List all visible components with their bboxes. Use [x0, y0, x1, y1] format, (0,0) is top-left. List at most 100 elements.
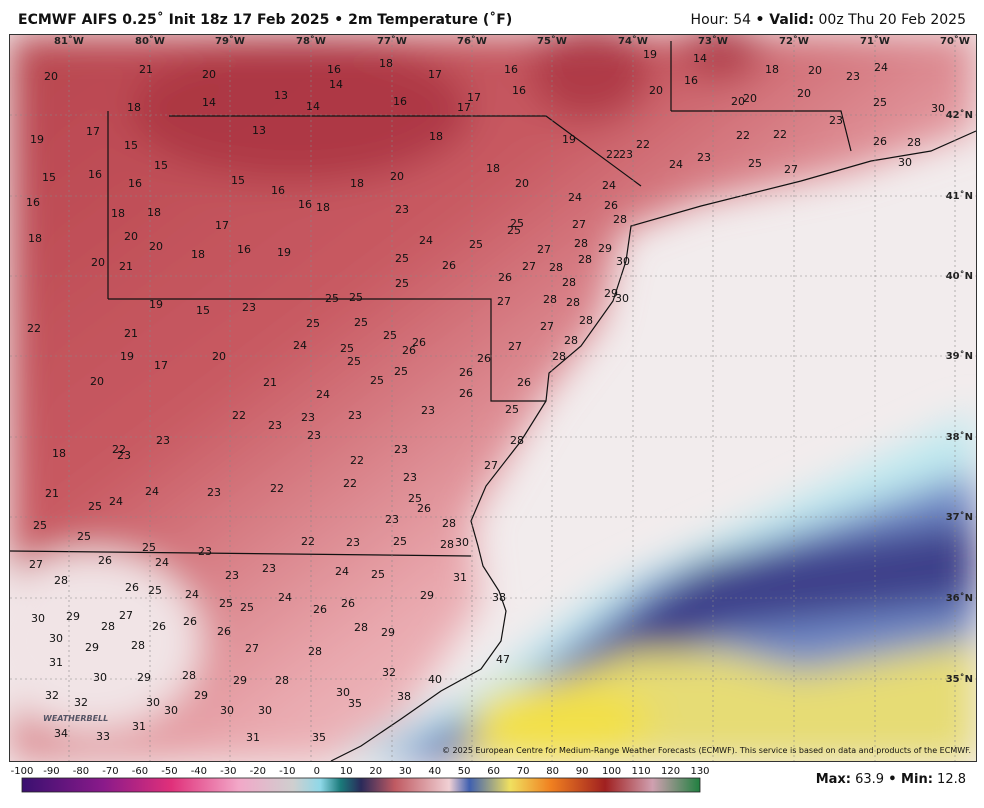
- longitude-label: 78˚W: [296, 35, 326, 47]
- temperature-label: 38: [397, 690, 411, 703]
- footer: Max: 63.9 • Min: 12.8: [816, 772, 966, 787]
- temperature-label: 16: [684, 74, 698, 87]
- temperature-label: 18: [191, 248, 205, 261]
- temperature-label: 35: [312, 731, 326, 744]
- temperature-label: 18: [28, 232, 42, 245]
- temperature-label: 23: [346, 536, 360, 549]
- temperature-label: 25: [394, 365, 408, 378]
- temperature-label: 22: [270, 482, 284, 495]
- temperature-label: 25: [505, 403, 519, 416]
- temperature-label: 27: [484, 459, 498, 472]
- temperature-label: 24: [185, 588, 199, 601]
- temperature-label: 19: [30, 133, 44, 146]
- temperature-label: 23: [117, 449, 131, 462]
- temperature-label: 23: [207, 486, 221, 499]
- temperature-label: 22: [343, 477, 357, 490]
- colorbar-tick-label: -60: [132, 766, 148, 777]
- temperature-label: 20: [44, 70, 58, 83]
- temperature-label: 23: [421, 404, 435, 417]
- colorbar-tick-label: -80: [73, 766, 89, 777]
- temperature-label: 38: [492, 591, 506, 604]
- temperature-label: 30: [49, 632, 63, 645]
- temperature-label: 26: [98, 554, 112, 567]
- temperature-label: 25: [142, 541, 156, 554]
- temperature-label: 16: [298, 198, 312, 211]
- temperature-label: 26: [459, 366, 473, 379]
- temperature-label: 28: [552, 350, 566, 363]
- temperature-label: 21: [45, 487, 59, 500]
- temperature-label: 21: [124, 327, 138, 340]
- temperature-label: 18: [429, 130, 443, 143]
- temperature-label: 32: [74, 696, 88, 709]
- colorbar-tick-label: 80: [546, 766, 559, 777]
- temperature-label: 25: [340, 342, 354, 355]
- longitude-label: 72˚W: [779, 35, 809, 47]
- temperature-label: 25: [510, 217, 524, 230]
- temperature-label: 26: [412, 336, 426, 349]
- temperature-label: 24: [602, 179, 616, 192]
- temperature-label: 32: [45, 689, 59, 702]
- min-label: • Min:: [888, 772, 933, 787]
- temperature-label: 25: [219, 597, 233, 610]
- colorbar-tick-label: 30: [399, 766, 412, 777]
- temperature-label: 16: [393, 95, 407, 108]
- temperature-label: 23: [348, 409, 362, 422]
- temperature-label: 30: [336, 686, 350, 699]
- status: Hour: 54 • Valid: 00z Thu 20 Feb 2025: [691, 12, 966, 28]
- temperature-label: 19: [562, 133, 576, 146]
- temperature-label: 28: [131, 639, 145, 652]
- min: 12.8: [937, 772, 966, 787]
- temperature-label: 28: [549, 261, 563, 274]
- latitude-label: 37˚N: [946, 511, 973, 523]
- temperature-label: 29: [137, 671, 151, 684]
- temperature-label: 25: [370, 374, 384, 387]
- colorbar-tick-label: 40: [428, 766, 441, 777]
- temperature-label: 18: [316, 201, 330, 214]
- temperature-label: 16: [327, 63, 341, 76]
- temperature-label: 24: [155, 556, 169, 569]
- temperature-label: 16: [88, 168, 102, 181]
- temperature-label: 27: [540, 320, 554, 333]
- temperature-label: 19: [643, 48, 657, 61]
- temperature-label: 22: [301, 535, 315, 548]
- temperature-label: 19: [149, 298, 163, 311]
- temperature-label: 25: [347, 355, 361, 368]
- temperature-label: 20: [212, 350, 226, 363]
- temperature-label: 26: [442, 259, 456, 272]
- temperature-label: 16: [512, 84, 526, 97]
- temperature-label: 28: [579, 314, 593, 327]
- temperature-label: 29: [233, 674, 247, 687]
- temperature-label: 28: [566, 296, 580, 309]
- colorbar-tick-label: 70: [517, 766, 530, 777]
- longitude-label: 73˚W: [698, 35, 728, 47]
- temperature-label: 25: [383, 329, 397, 342]
- temperature-label: 20: [731, 95, 745, 108]
- temperature-label: 22: [350, 454, 364, 467]
- temperature-label: 24: [335, 565, 349, 578]
- temperature-label: 14: [202, 96, 216, 109]
- temperature-label: 25: [395, 277, 409, 290]
- temperature-label: 20: [149, 240, 163, 253]
- temperature-label: 26: [183, 615, 197, 628]
- temperature-label: 23: [307, 429, 321, 442]
- temperature-label: 23: [268, 419, 282, 432]
- temperature-label: 15: [231, 174, 245, 187]
- temperature-label: 20: [649, 84, 663, 97]
- temperature-label: 17: [428, 68, 442, 81]
- latitude-label: 39˚N: [946, 350, 973, 362]
- temperature-label: 28: [354, 621, 368, 634]
- temperature-label: 23: [619, 148, 633, 161]
- longitude-label: 79˚W: [215, 35, 245, 47]
- temperature-label: 30: [31, 612, 45, 625]
- temperature-label: 24: [669, 158, 683, 171]
- temperature-label: 25: [873, 96, 887, 109]
- temperature-label: 18: [350, 177, 364, 190]
- temperature-label: 20: [808, 64, 822, 77]
- colorbar-tick-label: -10: [279, 766, 295, 777]
- temperature-label: 25: [354, 316, 368, 329]
- temperature-label: 28: [275, 674, 289, 687]
- temperature-label: 30: [898, 156, 912, 169]
- temperature-label: 29: [604, 287, 618, 300]
- longitude-label: 71˚W: [860, 35, 890, 47]
